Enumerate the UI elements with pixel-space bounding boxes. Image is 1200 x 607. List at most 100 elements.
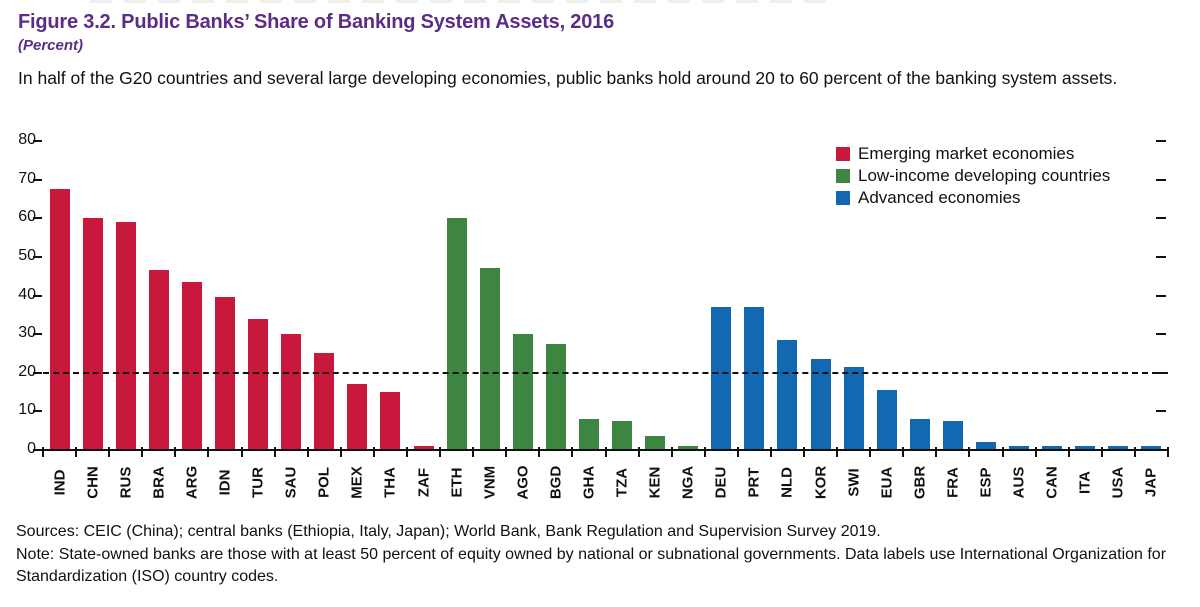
chart-legend: Emerging market economies Low-income dev…	[836, 143, 1110, 209]
x-axis-tick	[571, 447, 574, 457]
x-axis-tick	[240, 447, 243, 457]
y-axis-tick-right	[1156, 294, 1166, 297]
y-axis-label: 80	[18, 131, 36, 148]
legend-label: Advanced economies	[858, 188, 1021, 207]
bar-SAU	[281, 334, 302, 450]
x-axis-label-CAN: CAN	[1043, 466, 1061, 499]
x-axis-label-POL: POL	[315, 467, 333, 498]
x-axis-label-ARG: ARG	[183, 465, 201, 500]
y-axis-tick-left	[33, 410, 42, 413]
x-axis-label-DEU: DEU	[712, 466, 730, 499]
x-axis-tick	[1133, 447, 1136, 457]
x-axis-label-NLD: NLD	[778, 467, 796, 498]
source-note-block: Sources: CEIC (China); central banks (Et…	[16, 521, 1196, 589]
bar-ETH	[446, 218, 467, 450]
bar-DEU	[711, 307, 732, 450]
x-axis-label-CHN: CHN	[84, 466, 102, 499]
bar-EUA	[876, 390, 897, 450]
bar-FRA	[942, 421, 963, 450]
y-axis-label: 30	[18, 324, 36, 342]
x-axis-tick	[703, 447, 706, 457]
x-axis-label-KEN: KEN	[646, 466, 664, 499]
y-axis-tick-right	[1156, 217, 1166, 220]
bar-NGA	[678, 446, 699, 450]
x-axis-label-USA: USA	[1109, 466, 1127, 499]
legend-swatch-green	[836, 169, 850, 183]
bar-CHN	[82, 218, 103, 450]
figure-unit-label: (Percent)	[18, 37, 84, 54]
bar-ZAF	[413, 446, 434, 450]
legend-label: Low-income developing countries	[858, 166, 1111, 185]
bar-BGD	[545, 343, 566, 450]
x-axis-tick	[1034, 447, 1037, 457]
x-axis-label-ETH: ETH	[448, 467, 466, 498]
y-axis-tick-left	[33, 217, 42, 220]
x-axis-line	[43, 449, 1168, 451]
x-axis-tick	[836, 447, 839, 457]
y-axis-tick-right	[1156, 255, 1166, 258]
bar-CAN	[1042, 446, 1063, 450]
x-axis-tick	[803, 447, 806, 457]
x-axis-tick	[42, 447, 44, 457]
x-axis-label-JAP: JAP	[1142, 467, 1160, 498]
y-axis-tick-left	[33, 140, 42, 142]
x-axis-tick	[339, 447, 342, 457]
x-axis-tick	[372, 447, 375, 457]
y-axis-tick-left	[33, 371, 42, 374]
note-line: Note: State-owned banks are those with a…	[16, 545, 1167, 586]
x-axis-tick	[306, 447, 309, 457]
x-axis-tick	[736, 447, 739, 457]
x-axis-tick	[769, 447, 772, 457]
bar-TZA	[612, 421, 633, 450]
x-axis-tick	[141, 447, 144, 457]
x-axis-label-BRA: BRA	[150, 466, 168, 499]
figure-description: In half of the G20 countries and several…	[18, 68, 1118, 88]
x-axis-label-KOR: KOR	[812, 465, 830, 500]
bar-TUR	[248, 318, 269, 450]
bar-KOR	[810, 359, 831, 450]
y-axis-label: 60	[18, 208, 36, 226]
bar-USA	[1108, 446, 1129, 450]
x-axis-label-IDN: IDN	[216, 469, 234, 496]
y-axis-tick-left	[33, 178, 42, 181]
bar-NLD	[777, 339, 798, 450]
y-axis-label: 50	[18, 246, 36, 264]
x-axis-label-TZA: TZA	[613, 467, 631, 498]
y-axis-tick-right	[1156, 410, 1166, 413]
bar-IND	[49, 189, 70, 450]
bar-KEN	[645, 436, 666, 450]
y-axis-tick-left	[33, 333, 42, 336]
legend-item-low-income: Low-income developing countries	[836, 165, 1110, 187]
x-axis-tick	[174, 447, 177, 457]
x-axis-label-EUA: EUA	[878, 466, 896, 499]
x-axis-label-MEX: MEX	[348, 466, 366, 499]
legend-swatch-blue	[836, 191, 850, 205]
y-axis-tick-left	[33, 255, 42, 258]
y-axis-label: 20	[18, 362, 36, 380]
x-axis-label-ITA: ITA	[1076, 470, 1094, 495]
bar-RUS	[115, 222, 136, 450]
x-axis-label-GHA: GHA	[580, 465, 598, 500]
x-axis-label-SAU: SAU	[282, 466, 300, 499]
bar-VNM	[479, 268, 500, 450]
y-axis-label: 0	[27, 440, 36, 457]
x-axis-tick	[1100, 447, 1103, 457]
x-axis-label-SWI: SWI	[845, 468, 863, 497]
bar-ITA	[1075, 446, 1096, 450]
x-axis-tick	[439, 447, 442, 457]
x-axis-tick	[273, 447, 276, 457]
bar-AUS	[1009, 446, 1030, 450]
bar-SWI	[843, 366, 864, 450]
x-axis-tick	[207, 447, 210, 457]
x-axis-tick	[1167, 447, 1169, 457]
bar-MEX	[347, 384, 368, 450]
y-axis-label: 70	[18, 169, 36, 187]
x-axis-tick	[405, 447, 408, 457]
x-axis-tick	[670, 447, 673, 457]
x-axis-label-AGO: AGO	[514, 465, 532, 500]
x-axis-tick	[75, 447, 78, 457]
y-axis-label: 10	[18, 401, 36, 419]
x-axis-label-FRA: FRA	[944, 467, 962, 498]
